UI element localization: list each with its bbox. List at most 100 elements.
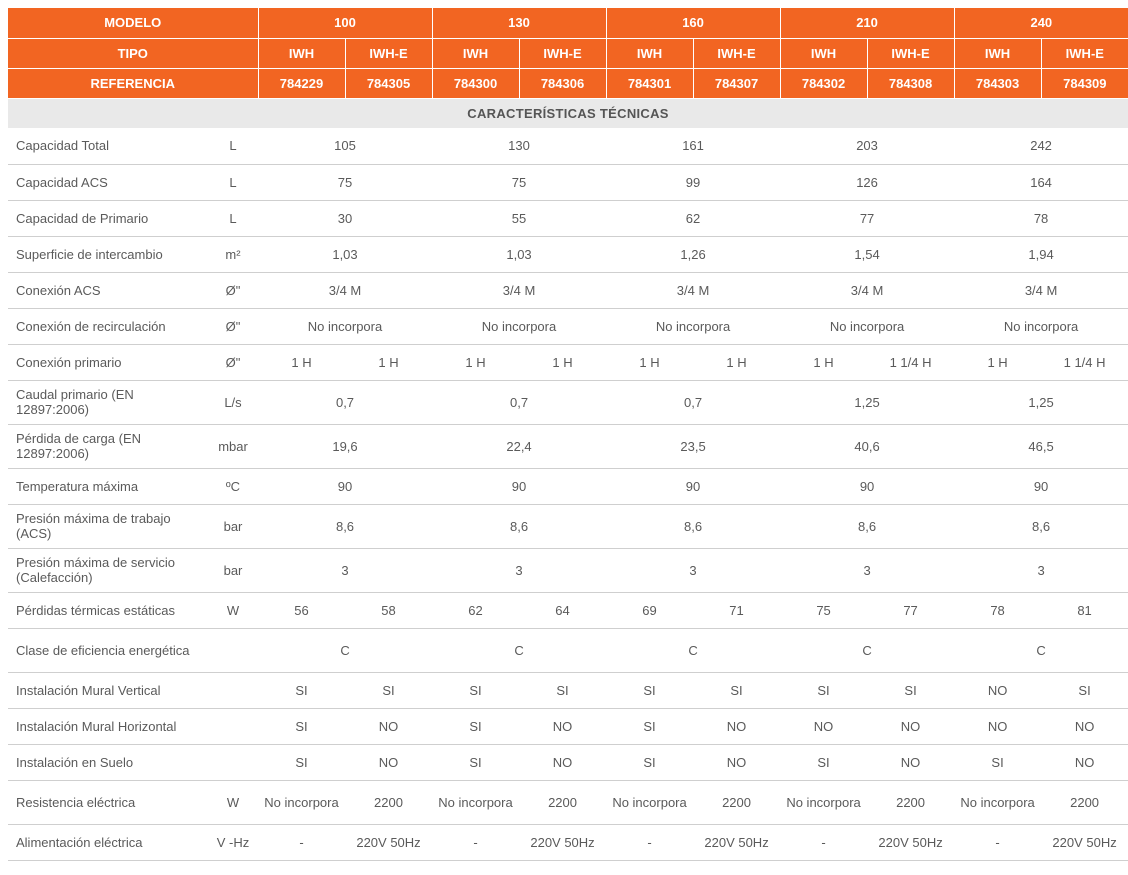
table-row: Presión máxima de servicio (Calefacción)…	[8, 548, 1128, 592]
row-label: Capacidad de Primario	[8, 200, 208, 236]
header-ref-9: 784309	[1041, 68, 1128, 98]
row-unit: mbar	[208, 424, 258, 468]
row-val: 126	[780, 164, 954, 200]
row-unit: Ø"	[208, 272, 258, 308]
row-val: 2200	[519, 780, 606, 824]
table-row: Superficie de intercambiom²1,031,031,261…	[8, 236, 1128, 272]
row-val: C	[258, 628, 432, 672]
row-val: No incorpora	[780, 780, 867, 824]
row-val: 1 1/4 H	[867, 344, 954, 380]
row-val: SI	[258, 708, 345, 744]
row-label: Conexión de recirculación	[8, 308, 208, 344]
row-unit: W	[208, 592, 258, 628]
table-row: Capacidad ACSL757599126164	[8, 164, 1128, 200]
row-val: NO	[954, 708, 1041, 744]
row-val: SI	[258, 672, 345, 708]
row-val: 220V 50Hz	[693, 824, 780, 860]
row-val: No incorpora	[432, 308, 606, 344]
header-ref-0: 784229	[258, 68, 345, 98]
row-val: SI	[606, 672, 693, 708]
row-val: C	[432, 628, 606, 672]
row-val: 90	[258, 468, 432, 504]
row-val: 99	[606, 164, 780, 200]
table-row: Instalación Mural HorizontalSINOSINOSINO…	[8, 708, 1128, 744]
header-ref-6: 784302	[780, 68, 867, 98]
header-ref-4: 784301	[606, 68, 693, 98]
row-val: SI	[954, 744, 1041, 780]
row-label: Conexión ACS	[8, 272, 208, 308]
row-val: No incorpora	[432, 780, 519, 824]
table-row: Clase de eficiencia energéticaCCCCC	[8, 628, 1128, 672]
row-val: 62	[432, 592, 519, 628]
row-val: -	[432, 824, 519, 860]
row-val: 3	[258, 548, 432, 592]
row-val: 3	[606, 548, 780, 592]
row-val: SI	[780, 744, 867, 780]
row-val: 62	[606, 200, 780, 236]
table-row: Conexión de recirculaciónØ"No incorporaN…	[8, 308, 1128, 344]
header-row-modelo: MODELO100130160210240	[8, 8, 1128, 38]
header-modelo-label: MODELO	[8, 8, 258, 38]
row-label: Instalación en Suelo	[8, 744, 208, 780]
row-val: 220V 50Hz	[345, 824, 432, 860]
table-row: Caudal primario (EN 12897:2006)L/s0,70,7…	[8, 380, 1128, 424]
row-val: 56	[258, 592, 345, 628]
row-val: SI	[432, 744, 519, 780]
row-unit: L	[208, 164, 258, 200]
row-val: NO	[1041, 708, 1128, 744]
header-ref-2: 784300	[432, 68, 519, 98]
row-val: 2200	[1041, 780, 1128, 824]
row-val: 2200	[693, 780, 780, 824]
row-val: 90	[432, 468, 606, 504]
table-row: Conexión ACSØ"3/4 M3/4 M3/4 M3/4 M3/4 M	[8, 272, 1128, 308]
row-val: 242	[954, 128, 1128, 164]
row-val: 220V 50Hz	[1041, 824, 1128, 860]
row-val: -	[606, 824, 693, 860]
row-unit: bar	[208, 548, 258, 592]
row-val: 1,25	[954, 380, 1128, 424]
row-val: 90	[954, 468, 1128, 504]
row-val: 203	[780, 128, 954, 164]
row-unit: Ø"	[208, 344, 258, 380]
row-val: 105	[258, 128, 432, 164]
row-unit	[208, 628, 258, 672]
row-val: 1 H	[258, 344, 345, 380]
row-val: 1,54	[780, 236, 954, 272]
row-val: SI	[606, 744, 693, 780]
row-val: 75	[432, 164, 606, 200]
row-val: 69	[606, 592, 693, 628]
row-val: 78	[954, 200, 1128, 236]
header-ref-5: 784307	[693, 68, 780, 98]
row-unit: W	[208, 780, 258, 824]
row-val: NO	[780, 708, 867, 744]
row-val: SI	[693, 672, 780, 708]
header-model-3: 210	[780, 8, 954, 38]
row-val: 8,6	[606, 504, 780, 548]
row-val: SI	[258, 744, 345, 780]
row-val: C	[954, 628, 1128, 672]
row-val: 90	[780, 468, 954, 504]
row-val: 3	[954, 548, 1128, 592]
row-val: No incorpora	[780, 308, 954, 344]
row-unit: m²	[208, 236, 258, 272]
row-val: No incorpora	[258, 308, 432, 344]
header-type-1: IWH-E	[345, 38, 432, 68]
row-unit	[208, 672, 258, 708]
row-val: 81	[1041, 592, 1128, 628]
table-row: Capacidad TotalL105130161203242	[8, 128, 1128, 164]
row-label: Presión máxima de servicio (Calefacción)	[8, 548, 208, 592]
row-val: SI	[345, 672, 432, 708]
row-label: Instalación Mural Vertical	[8, 672, 208, 708]
table-row: Alimentación eléctricaV -Hz-220V 50Hz-22…	[8, 824, 1128, 860]
row-val: 75	[258, 164, 432, 200]
row-val: 3/4 M	[606, 272, 780, 308]
row-label: Alimentación eléctrica	[8, 824, 208, 860]
header-type-3: IWH-E	[519, 38, 606, 68]
row-val: 220V 50Hz	[519, 824, 606, 860]
row-label: Pérdidas térmicas estáticas	[8, 592, 208, 628]
row-val: No incorpora	[954, 780, 1041, 824]
row-val: SI	[519, 672, 606, 708]
row-unit: L	[208, 128, 258, 164]
row-label: Capacidad Total	[8, 128, 208, 164]
row-val: 78	[954, 592, 1041, 628]
